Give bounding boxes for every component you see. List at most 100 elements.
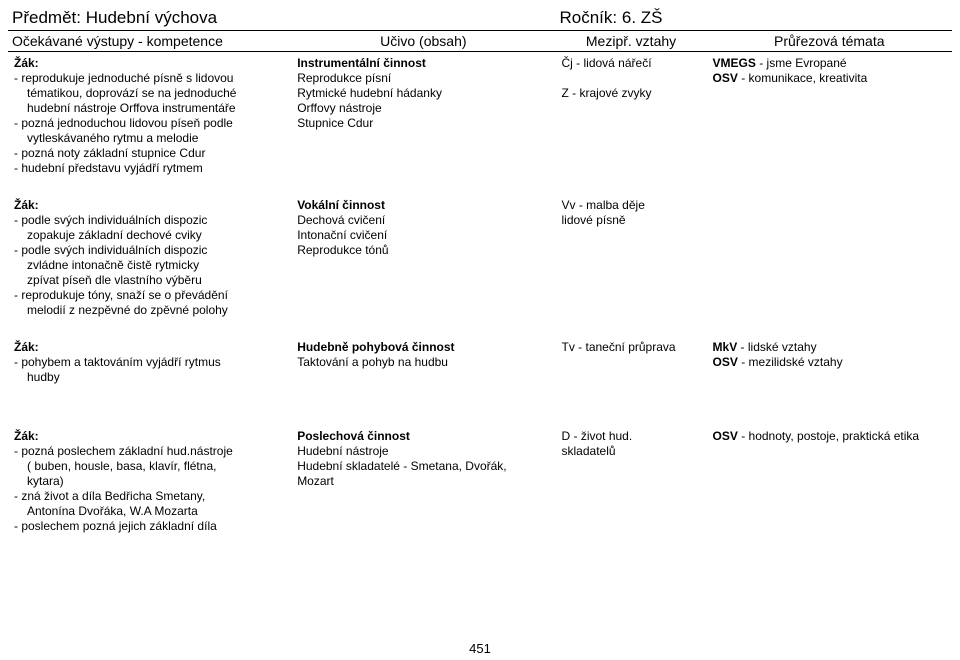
content-cell: Vokální činnost Dechová cvičeníIntonační… [291,194,555,318]
subheader-row: Očekávané výstupy - kompetence Učivo (ob… [8,31,952,51]
list-item: Hudební nástroje [297,444,549,459]
relations-cell: Vv - malba dějelidové písně [556,194,707,318]
themes-cell: OSV - hodnoty, postoje, praktická etika [707,425,952,534]
outcomes-list: - pohybem a taktováním vyjádří rytmushud… [14,355,285,385]
content-cell: Poslechová činnost Hudební nástrojeHudeb… [291,425,555,534]
content-cell: Hudebně pohybová činnost Taktování a poh… [291,336,555,385]
list-item: Z - krajové zvyky [562,86,701,101]
activity-title: Vokální činnost [297,198,549,213]
list-item: Čj - lidová nářečí [562,56,701,71]
list-item: Antonína Dvořáka, W.A Mozarta [14,504,285,519]
outcomes-list: - pozná poslechem základní hud.nástroje(… [14,444,285,534]
list-item: - poslechem pozná jejich základní díla [14,519,285,534]
list-item: - podle svých individuálních dispozic [14,213,285,228]
header-table: Předmět: Hudební výchova Ročník: 6. ZŠ [8,6,952,30]
themes-list: OSV - hodnoty, postoje, praktická etika [713,429,946,444]
list-item: Vv - malba děje [562,198,701,213]
col1-header: Očekávané výstupy - kompetence [8,31,291,51]
zak-label: Žák: [14,340,285,355]
zak-label: Žák: [14,429,285,444]
outcomes-cell: Žák: - pohybem a taktováním vyjádří rytm… [8,336,291,385]
list-item: - pozná jednoduchou lidovou píseň podle [14,116,285,131]
themes-cell: VMEGS - jsme EvropanéOSV - komunikace, k… [707,52,952,176]
list-item: kytara) [14,474,285,489]
outcomes-cell: Žák: - reprodukuje jednoduché písně s li… [8,52,291,176]
content-table: Žák: - reprodukuje jednoduché písně s li… [8,52,952,534]
list-item: ( buben, housle, basa, klavír, flétna, [14,459,285,474]
list-item: Mozart [297,474,549,489]
content-list: Taktování a pohyb na hudbu [297,355,549,370]
col2-header: Učivo (obsah) [291,31,555,51]
list-item: D - život hud. [562,429,701,444]
list-item: OSV - komunikace, kreativita [713,71,946,86]
grade-cell: Ročník: 6. ZŠ [556,6,953,30]
list-item: Tv - taneční průprava [562,340,701,355]
relations-cell: Čj - lidová nářečí Z - krajové zvyky [556,52,707,176]
list-item: Rytmické hudební hádanky [297,86,549,101]
list-item: VMEGS - jsme Evropané [713,56,946,71]
zak-label: Žák: [14,198,285,213]
content-list: Dechová cvičeníIntonační cvičeníReproduk… [297,213,549,258]
list-item: Stupnice Cdur [297,116,549,131]
list-item: skladatelů [562,444,701,459]
title-row: Předmět: Hudební výchova Ročník: 6. ZŠ [8,6,952,30]
activity-title: Instrumentální činnost [297,56,549,71]
activity-title: Poslechová činnost [297,429,549,444]
table-row: Žák: - pozná poslechem základní hud.nást… [8,425,952,534]
list-item: vytleskávaného rytmu a melodie [14,131,285,146]
relations-list: Vv - malba dějelidové písně [562,198,701,228]
page: { "header": { "subject_label": "Předmět:… [0,0,960,660]
list-item: OSV - hodnoty, postoje, praktická etika [713,429,946,444]
list-item: zopakuje základní dechové cviky [14,228,285,243]
themes-list: VMEGS - jsme EvropanéOSV - komunikace, k… [713,56,946,86]
col3-header: Mezipř. vztahy [556,31,707,51]
list-item: - zná život a díla Bedřicha Smetany, [14,489,285,504]
list-item: - pozná noty základní stupnice Cdur [14,146,285,161]
list-item: - reprodukuje jednoduché písně s lidovou [14,71,285,86]
relations-list: Tv - taneční průprava [562,340,701,355]
list-item [562,71,701,86]
page-number: 451 [0,641,960,656]
list-item: Taktování a pohyb na hudbu [297,355,549,370]
subject-cell: Předmět: Hudební výchova [8,6,556,30]
outcomes-cell: Žák: - pozná poslechem základní hud.nást… [8,425,291,534]
list-item: Reprodukce tónů [297,243,549,258]
list-item: zpívat píseň dle vlastního výběru [14,273,285,288]
list-item: - hudební představu vyjádří rytmem [14,161,285,176]
content-list: Reprodukce písníRytmické hudební hádanky… [297,71,549,131]
list-item: - reprodukuje tóny, snaží se o převádění [14,288,285,303]
relations-cell: Tv - taneční průprava [556,336,707,385]
outcomes-cell: Žák: - podle svých individuálních dispoz… [8,194,291,318]
list-item: melodií z nezpěvné do zpěvné polohy [14,303,285,318]
relations-cell: D - život hud.skladatelů [556,425,707,534]
outcomes-list: - podle svých individuálních dispoziczop… [14,213,285,318]
list-item: - pohybem a taktováním vyjádří rytmus [14,355,285,370]
grade-value: 6. ZŠ [622,8,663,27]
grade-label: Ročník: [560,8,618,27]
list-item: hudby [14,370,285,385]
activity-title: Hudebně pohybová činnost [297,340,549,355]
list-item: OSV - mezilidské vztahy [713,355,946,370]
list-item: Hudební skladatelé - Smetana, Dvořák, [297,459,549,474]
list-item: zvládne intonačně čistě rytmicky [14,258,285,273]
list-item: lidové písně [562,213,701,228]
list-item: Dechová cvičení [297,213,549,228]
list-item: - podle svých individuálních dispozic [14,243,285,258]
subheader-table: Očekávané výstupy - kompetence Učivo (ob… [8,31,952,51]
zak-label: Žák: [14,56,285,71]
content-cell: Instrumentální činnost Reprodukce písníR… [291,52,555,176]
outcomes-list: - reprodukuje jednoduché písně s lidovou… [14,71,285,176]
table-row: Žák: - podle svých individuálních dispoz… [8,194,952,318]
themes-cell [707,194,952,318]
list-item: Intonační cvičení [297,228,549,243]
content-list: Hudební nástrojeHudební skladatelé - Sme… [297,444,549,489]
subject-value: Hudební výchova [86,8,217,27]
themes-cell: MkV - lidské vztahyOSV - mezilidské vzta… [707,336,952,385]
list-item: MkV - lidské vztahy [713,340,946,355]
list-item: - pozná poslechem základní hud.nástroje [14,444,285,459]
relations-list: Čj - lidová nářečí Z - krajové zvyky [562,56,701,101]
table-row: Žák: - reprodukuje jednoduché písně s li… [8,52,952,176]
list-item: Orffovy nástroje [297,101,549,116]
col4-header: Průřezová témata [707,31,952,51]
table-row: Žák: - pohybem a taktováním vyjádří rytm… [8,336,952,385]
